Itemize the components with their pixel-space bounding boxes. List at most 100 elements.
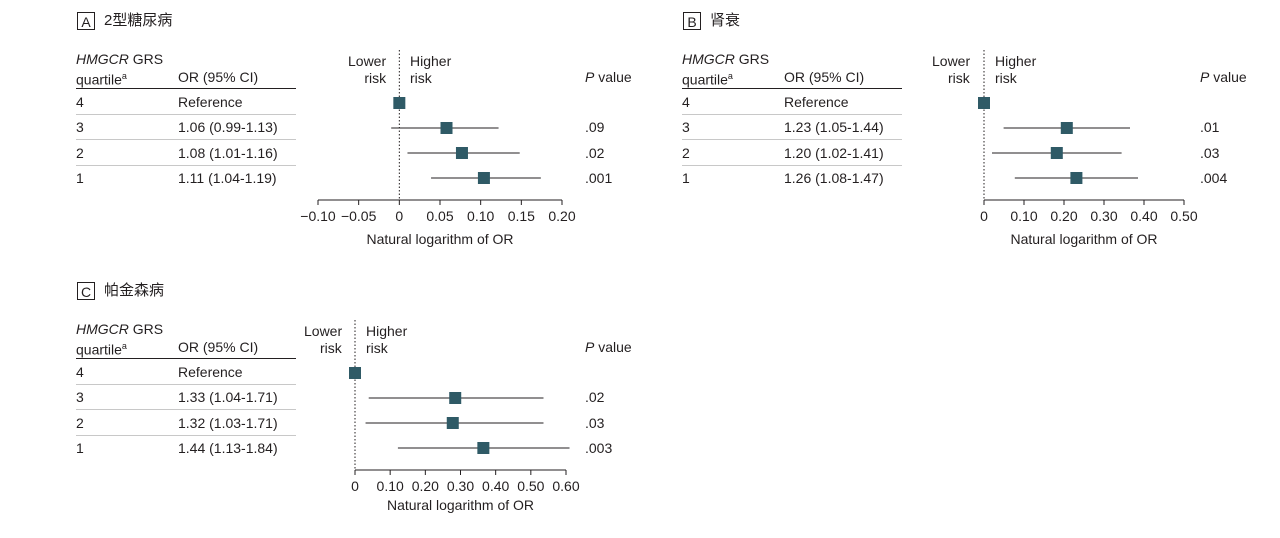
row-or: 1.23 (1.05-1.44) (784, 119, 884, 135)
quartile-header: HMGCR GRS quartilea (682, 51, 770, 88)
row-quartile: 3 (682, 119, 690, 135)
row-or: 1.08 (1.01-1.16) (178, 145, 278, 161)
row-or: 1.11 (1.04-1.19) (178, 170, 277, 186)
row-or: 1.26 (1.08-1.47) (784, 170, 884, 186)
gene-label: HMGCR (76, 51, 129, 67)
row-p-value: .001 (585, 170, 613, 186)
x-tick-label: 0 (395, 208, 403, 224)
or-header: OR (95% CI) (784, 69, 865, 85)
quartile-label: quartile (76, 71, 122, 88)
row-quartile: 2 (682, 145, 690, 161)
estimate-marker (455, 147, 468, 159)
estimate-marker (446, 417, 459, 429)
estimate-marker (1050, 147, 1063, 159)
panel-title: 帕金森病 (104, 282, 165, 299)
panel-label: C (77, 282, 95, 300)
row-p-value: .01 (1200, 119, 1220, 135)
row-or: Reference (178, 364, 243, 380)
higher-risk-label: Higher risk (366, 323, 408, 356)
header-rule (682, 88, 902, 89)
row-rule (76, 435, 296, 436)
row-p-value: .09 (585, 119, 605, 135)
x-tick-label: 0.50 (517, 478, 544, 494)
x-tick-label: 0.50 (1170, 208, 1197, 224)
estimate-marker (1070, 172, 1083, 184)
quartile-header: HMGCR GRS quartilea (76, 51, 163, 89)
higher-risk-label: Higher risk (410, 53, 452, 86)
lower-risk-label: Lower risk (932, 53, 971, 86)
forest-plot-b: 0 0.10 0.20 0.30 0.40 0.50 Natural logarithm o… (978, 50, 1198, 247)
panel-title: 2型糖尿病 (104, 12, 173, 29)
forest-plot-c: 0 0.10 0.20 0.30 0.40 0.50 0.60 Natural logarit… (349, 320, 580, 513)
row-or: 1.44 (1.13-1.84) (178, 440, 278, 456)
row-p-value: .03 (1200, 145, 1220, 161)
estimate-marker (1060, 122, 1073, 134)
row-quartile: 2 (76, 145, 84, 161)
estimate-marker (978, 97, 990, 109)
footnote-marker: a (121, 71, 127, 81)
estimate-marker (477, 172, 490, 184)
estimate-marker (449, 392, 462, 404)
p-value-header: P value (585, 69, 632, 85)
panel-b: B 肾衰 HMGCR GRS quartilea OR (95% CI) Low… (606, 0, 1266, 260)
row-p-value: .02 (585, 145, 605, 161)
row-or: 1.32 (1.03-1.71) (178, 415, 278, 431)
x-tick-label: −0.05 (341, 208, 377, 224)
x-tick-label: 0.20 (1050, 208, 1077, 224)
row-quartile: 3 (76, 389, 84, 405)
x-tick-label: 0.10 (467, 208, 494, 224)
row-or: 1.06 (0.99-1.13) (178, 119, 278, 135)
or-header: OR (95% CI) (178, 339, 259, 355)
or-header: OR (95% CI) (178, 69, 259, 85)
x-tick-label: 0.40 (482, 478, 509, 494)
x-tick-label: −0.10 (300, 208, 336, 224)
row-quartile: 1 (76, 170, 84, 186)
row-or: Reference (178, 94, 243, 110)
p-value-header: P value (585, 339, 632, 355)
x-tick-label: 0.15 (508, 208, 535, 224)
row-rule (76, 114, 296, 115)
row-or: 1.20 (1.02-1.41) (784, 145, 884, 161)
x-axis-title: Natural logarithm of OR (1010, 231, 1157, 247)
estimate-marker (349, 367, 361, 379)
row-p-value: .02 (585, 389, 605, 405)
panel-title: 肾衰 (710, 12, 741, 29)
panel-label: B (683, 12, 701, 30)
estimate-marker (440, 122, 453, 134)
x-tick-label: 0.10 (377, 478, 404, 494)
row-quartile: 3 (76, 119, 84, 135)
row-quartile: 1 (682, 170, 690, 186)
row-p-value: .004 (1200, 170, 1228, 186)
row-quartile: 2 (76, 415, 84, 431)
grs-label: GRS (128, 51, 164, 67)
lower-risk-label: Lower risk (304, 323, 343, 356)
panel-label: A (77, 12, 95, 30)
row-quartile: 4 (682, 94, 690, 110)
row-rule (76, 409, 296, 410)
higher-risk-label: Higher risk (995, 53, 1037, 86)
p-value-header: P value (1200, 69, 1247, 85)
header-rule (76, 358, 296, 359)
row-rule (76, 139, 296, 140)
row-quartile: 4 (76, 94, 84, 110)
lower-risk-label: Lower risk (348, 53, 387, 86)
row-p-value: .003 (585, 440, 613, 456)
forest-plot-a: −0.10 −0.05 0 0.05 0.10 0.15 0.20 Natural logar… (300, 50, 576, 247)
row-or: Reference (784, 94, 849, 110)
x-tick-label: 0.05 (426, 208, 453, 224)
x-tick-label: 0.40 (1130, 208, 1157, 224)
estimate-marker (477, 442, 490, 454)
row-or: 1.33 (1.04-1.71) (178, 389, 278, 405)
x-tick-label: 0.10 (1010, 208, 1037, 224)
panel-c: C 帕金森病 HMGCR GRS quartilea OR (95% CI) L… (0, 270, 640, 530)
row-quartile: 1 (76, 440, 84, 456)
x-axis-title: Natural logarithm of OR (366, 231, 513, 247)
header-rule (76, 88, 296, 89)
row-rule (682, 114, 902, 115)
row-rule (682, 165, 902, 166)
row-rule (76, 384, 296, 385)
x-tick-label: 0.30 (447, 478, 474, 494)
quartile-header: HMGCR GRS quartilea (76, 321, 164, 358)
x-tick-label: 0 (351, 478, 359, 494)
x-tick-label: 0.20 (548, 208, 575, 224)
